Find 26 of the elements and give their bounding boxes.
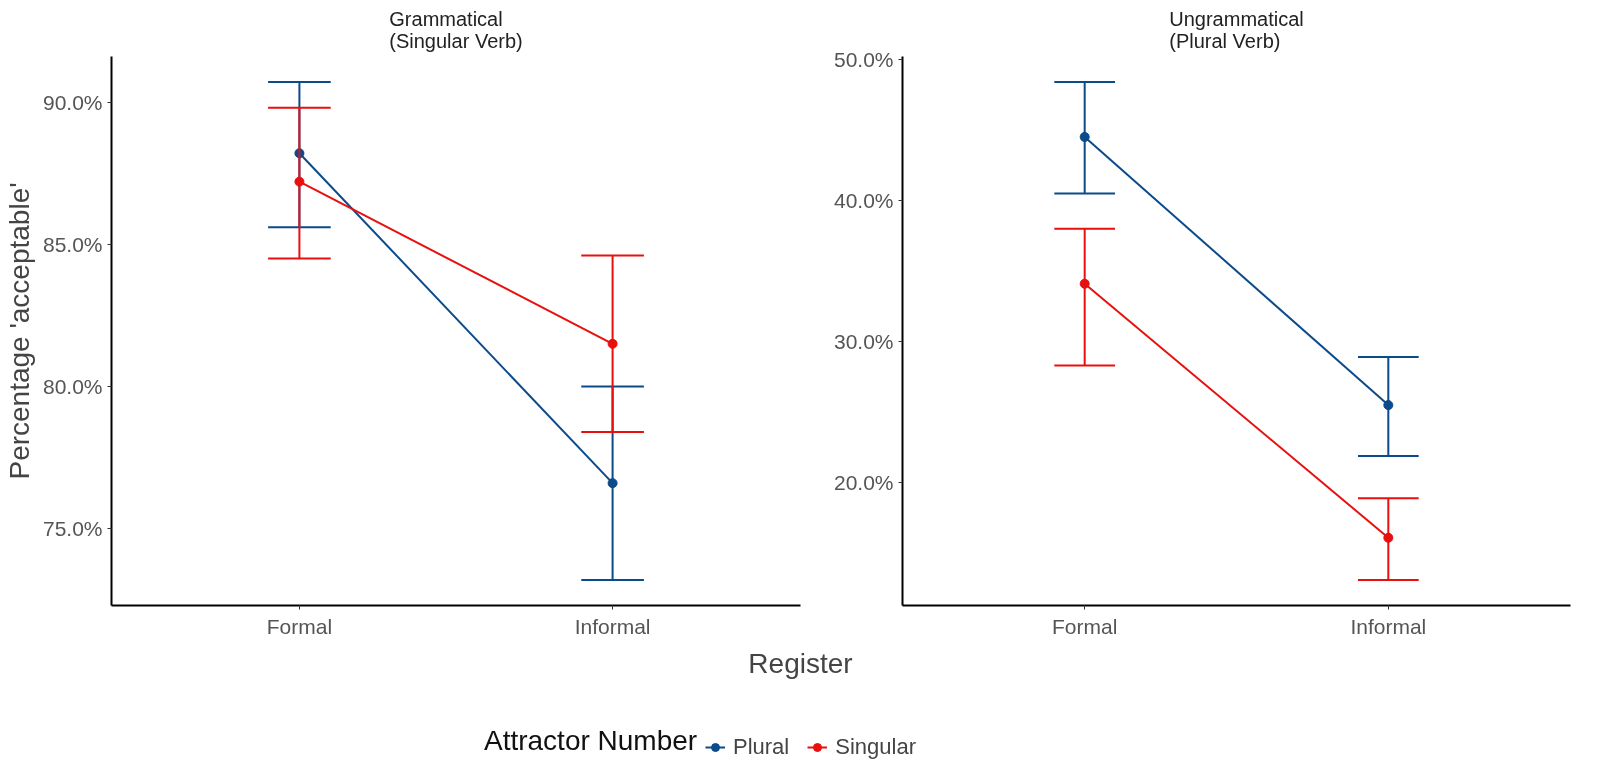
point [1079,278,1090,289]
x-tick-label: Formal [266,614,333,638]
y-tick-label: 75.0% [42,517,103,541]
y-tick-label: 40.0% [833,188,894,212]
x-tick-label: Informal [574,614,651,638]
chart-title: Grammatical (Singular Verb) [389,7,523,52]
legend-title: Attractor Number [483,725,698,757]
y-tick-label: 80.0% [42,374,103,398]
y-tick-label: 30.0% [833,330,894,354]
x-tick-label: Informal [1350,614,1427,638]
y-tick-label: 90.0% [42,90,103,114]
x-axis-title: Register [748,647,853,679]
point [294,176,305,187]
y-tick-label: 50.0% [833,47,894,71]
point [607,478,618,489]
y-axis-title: Percentage 'acceptable' [3,182,35,480]
legend-label: Plural [733,734,790,760]
x-tick-label: Formal [1052,614,1118,638]
point [1383,400,1394,411]
y-tick-label: 85.0% [42,232,103,256]
chart-title: Ungrammatical (Plural Verb) [1169,7,1304,52]
point [1079,131,1090,142]
point [607,338,618,349]
legend-label: Singular [835,734,916,760]
y-tick-label: 20.0% [833,471,894,495]
point [1383,532,1394,543]
